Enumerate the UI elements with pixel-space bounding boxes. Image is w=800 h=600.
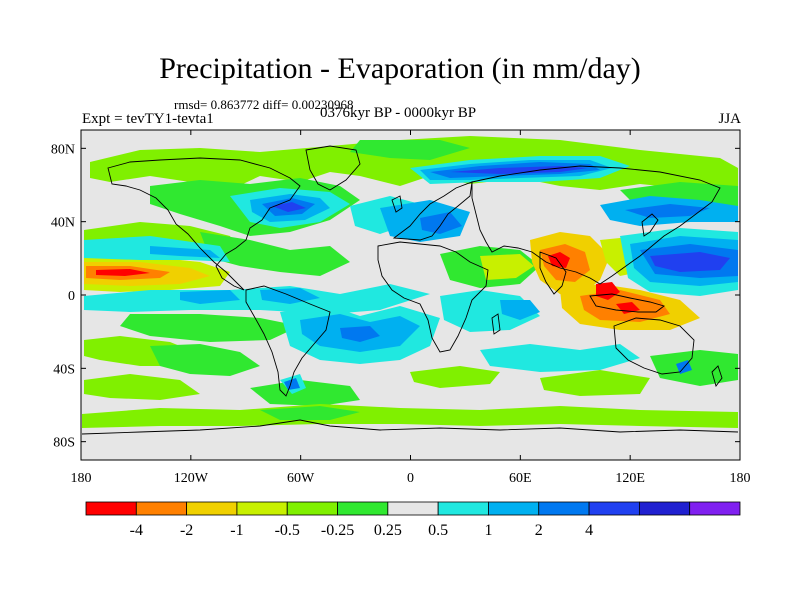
contour-region — [250, 380, 360, 406]
colorbar-tick-label: -0.5 — [275, 522, 300, 539]
coastline-australia — [613, 317, 695, 375]
coastlines — [81, 145, 739, 435]
x-tick-label: 60W — [287, 471, 315, 486]
contour-region — [84, 374, 200, 400]
coastline-asia — [471, 165, 721, 285]
colorbar-tick-label: 4 — [585, 522, 593, 539]
colorbar-tick-label: 0.25 — [374, 522, 402, 539]
y-tick-label: 40S — [53, 362, 75, 377]
colorbar-swatch — [186, 501, 238, 516]
x-tick-label: 0 — [407, 471, 414, 486]
colorbar-swatch — [538, 501, 590, 516]
colorbar-swatch — [387, 501, 439, 516]
contour-region — [480, 254, 534, 280]
contour-region — [500, 300, 540, 320]
colorbar-swatch — [638, 501, 691, 516]
colorbar-tick-label: 2 — [535, 522, 543, 539]
coastline-indonesia — [589, 293, 665, 313]
colorbar-swatch — [135, 501, 188, 516]
colorbar-swatch — [337, 501, 389, 516]
y-tick-label: 40N — [51, 216, 75, 231]
contour-region — [150, 246, 220, 258]
contour-region — [625, 204, 710, 218]
contour-region — [84, 284, 430, 314]
colorbar-swatch — [286, 501, 338, 516]
x-tick-label: 120E — [615, 471, 645, 486]
x-tick-label: 60E — [509, 471, 532, 486]
colorbar-swatch — [236, 501, 288, 516]
contour-region — [410, 366, 500, 388]
colorbar-tick-label: -4 — [130, 522, 143, 539]
colorbar-swatch — [689, 501, 741, 516]
season-label: JJA — [718, 111, 741, 127]
coastline-africa — [377, 241, 489, 353]
contour-region — [596, 282, 620, 300]
contour-region — [150, 344, 260, 376]
coastline-japan — [641, 213, 659, 237]
coastline-british-isles — [391, 195, 403, 213]
stats-line: rmsd= 0.863772 diff= 0.00230968 — [174, 97, 354, 112]
colorbar-swatch — [437, 501, 489, 516]
contour-region — [120, 314, 300, 342]
contour-region — [340, 326, 380, 342]
coastline-south-america — [245, 285, 331, 397]
coastline-north-america — [107, 157, 301, 291]
x-tick-label: 180 — [730, 471, 751, 486]
contour-region — [540, 370, 650, 396]
contour-region — [272, 202, 306, 212]
contour-region — [284, 378, 300, 390]
experiment-label: Expt = tevTY1-tevta1 — [82, 111, 214, 127]
coastline-europe — [392, 181, 473, 241]
contour-region — [82, 404, 738, 428]
x-tick-label: 180 — [71, 471, 92, 486]
axis-layer: 180 120W 60W 0 60E 120E 180 80N 40N 0 40S 80S — [51, 130, 751, 486]
contour-region — [616, 302, 640, 314]
chart-title: Precipitation - Evaporation (in mm/day) — [159, 52, 641, 85]
period-label: 0376kyr BP - 0000kyr BP — [320, 105, 477, 121]
colorbar-tick-label: -2 — [180, 522, 193, 539]
colorbar-tick-label: -1 — [230, 522, 243, 539]
contour-region — [450, 166, 588, 174]
contour-region — [650, 252, 730, 272]
coastline-madagascar — [491, 313, 501, 335]
x-tick-label: 120W — [174, 471, 209, 486]
coastline-antarctica — [81, 419, 739, 435]
contour-region — [260, 406, 360, 420]
coastline-india — [539, 251, 567, 295]
colorbar-swatch — [488, 501, 540, 516]
y-tick-label: 80N — [51, 142, 75, 157]
contour-region — [96, 269, 150, 276]
contour-region — [350, 140, 470, 160]
contour-region — [480, 344, 640, 372]
colorbar-swatch — [588, 501, 640, 516]
coastline-new-zealand — [711, 365, 723, 387]
contour-region — [200, 232, 350, 276]
colorbar: -4 -2 -1 -0.5 -0.25 0.25 0.5 1 2 4 — [85, 501, 741, 539]
colorbar-tick-label: 1 — [484, 522, 492, 539]
contour-region — [420, 212, 462, 234]
colorbar-tick-label: -0.25 — [321, 522, 354, 539]
y-tick-label: 0 — [68, 289, 75, 304]
contour-region — [548, 252, 570, 268]
contour-region — [180, 290, 240, 304]
contour-fill-layer — [82, 136, 738, 428]
y-tick-label: 80S — [53, 436, 75, 451]
colorbar-tick-label: 0.5 — [428, 522, 448, 539]
contour-region — [650, 350, 738, 386]
coastline-greenland — [305, 145, 361, 191]
colorbar-swatch — [85, 501, 137, 516]
